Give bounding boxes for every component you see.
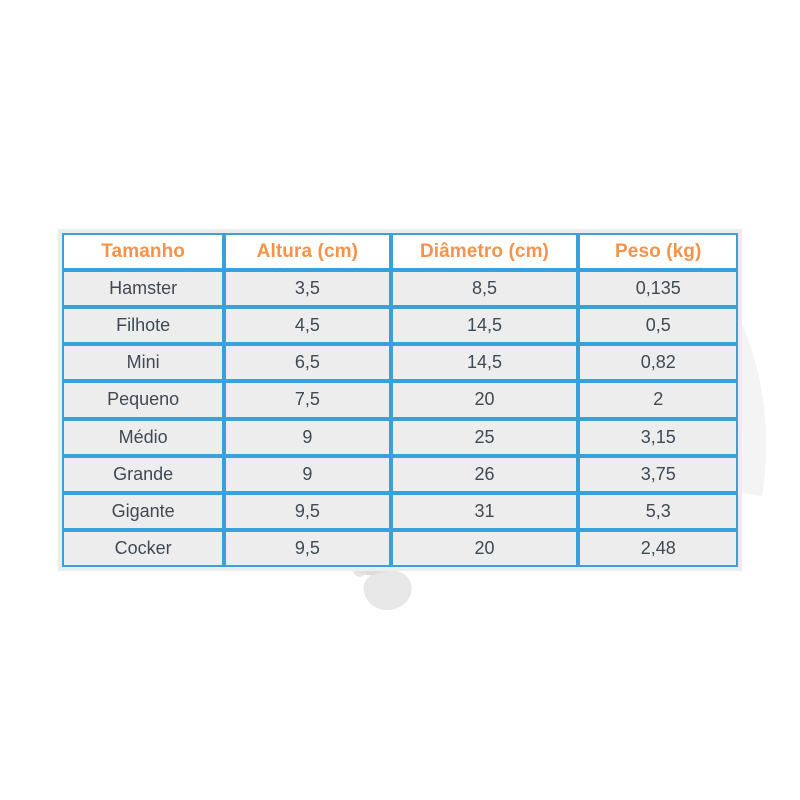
cell-tamanho: Pequeno <box>62 381 225 419</box>
cell-peso: 2 <box>578 381 738 419</box>
cell-diametro: 20 <box>390 381 579 419</box>
cell-diametro: 25 <box>390 418 579 456</box>
table-row: Gigante 9,5 31 5,3 <box>62 492 738 530</box>
cell-tamanho: Hamster <box>62 270 225 308</box>
cell-tamanho: Filhote <box>62 307 225 345</box>
header-row: Tamanho Altura (cm) Diâmetro (cm) Peso (… <box>62 233 738 270</box>
cell-tamanho: Cocker <box>62 529 225 567</box>
cell-diametro: 20 <box>390 529 579 567</box>
table-header: Tamanho Altura (cm) Diâmetro (cm) Peso (… <box>62 233 738 270</box>
table-row: Filhote 4,5 14,5 0,5 <box>62 307 738 345</box>
cell-altura: 9 <box>224 418 391 456</box>
table-row: Pequeno 7,5 20 2 <box>62 381 738 419</box>
cell-altura: 3,5 <box>224 270 391 308</box>
cell-altura: 9,5 <box>224 529 391 567</box>
column-header-peso: Peso (kg) <box>578 233 738 270</box>
table-row: Hamster 3,5 8,5 0,135 <box>62 270 738 308</box>
table-row: Médio 9 25 3,15 <box>62 418 738 456</box>
cell-peso: 5,3 <box>578 492 738 530</box>
cell-diametro: 8,5 <box>390 270 579 308</box>
cell-altura: 9,5 <box>224 492 391 530</box>
cell-peso: 0,5 <box>578 307 738 345</box>
table-row: Grande 9 26 3,75 <box>62 455 738 493</box>
column-header-diametro: Diâmetro (cm) <box>390 233 579 270</box>
cell-tamanho: Mini <box>62 344 225 382</box>
cell-tamanho: Médio <box>62 418 225 456</box>
cell-peso: 0,135 <box>578 270 738 308</box>
cell-peso: 3,75 <box>578 455 738 493</box>
table-row: Mini 6,5 14,5 0,82 <box>62 344 738 382</box>
cell-peso: 2,48 <box>578 529 738 567</box>
table-body: Hamster 3,5 8,5 0,135 Filhote 4,5 14,5 0… <box>62 270 738 567</box>
cell-diametro: 31 <box>390 492 579 530</box>
cell-altura: 9 <box>224 455 391 493</box>
column-header-altura: Altura (cm) <box>224 233 391 270</box>
cell-diametro: 14,5 <box>390 307 579 345</box>
column-header-tamanho: Tamanho <box>62 233 225 270</box>
size-table: Tamanho Altura (cm) Diâmetro (cm) Peso (… <box>62 233 738 567</box>
cell-peso: 3,15 <box>578 418 738 456</box>
cell-altura: 7,5 <box>224 381 391 419</box>
cell-altura: 6,5 <box>224 344 391 382</box>
cell-diametro: 14,5 <box>390 344 579 382</box>
size-table-container: Tamanho Altura (cm) Diâmetro (cm) Peso (… <box>58 229 742 571</box>
cell-tamanho: Grande <box>62 455 225 493</box>
cell-peso: 0,82 <box>578 344 738 382</box>
cell-tamanho: Gigante <box>62 492 225 530</box>
table-row: Cocker 9,5 20 2,48 <box>62 529 738 567</box>
cell-diametro: 26 <box>390 455 579 493</box>
cell-altura: 4,5 <box>224 307 391 345</box>
